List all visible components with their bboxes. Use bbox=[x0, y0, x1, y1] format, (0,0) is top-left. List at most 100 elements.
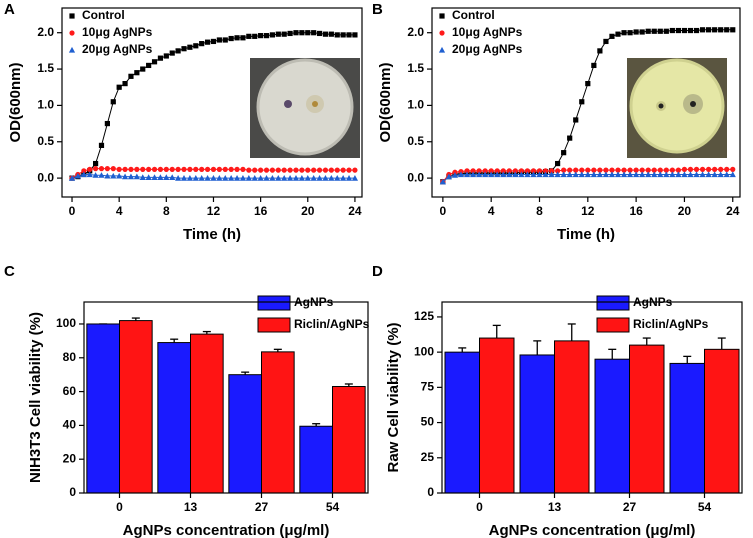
marker bbox=[705, 166, 712, 172]
marker bbox=[439, 178, 446, 185]
marker bbox=[104, 166, 110, 172]
marker bbox=[69, 13, 75, 19]
marker bbox=[705, 171, 712, 178]
marker bbox=[712, 166, 718, 172]
inset-photo-a bbox=[250, 58, 360, 158]
x-tick-label: 16 bbox=[254, 204, 268, 218]
marker bbox=[322, 175, 329, 181]
marker bbox=[524, 168, 531, 174]
marker bbox=[663, 28, 669, 34]
marker bbox=[116, 84, 122, 90]
marker bbox=[192, 175, 199, 181]
bar bbox=[704, 348, 740, 494]
marker bbox=[609, 167, 615, 173]
marker bbox=[305, 30, 311, 36]
bar bbox=[299, 425, 333, 494]
marker bbox=[328, 31, 334, 37]
marker bbox=[548, 168, 555, 174]
marker bbox=[68, 46, 76, 53]
marker bbox=[663, 167, 669, 173]
marker bbox=[157, 55, 164, 61]
marker bbox=[316, 175, 323, 181]
marker bbox=[340, 167, 346, 173]
x-tick-label: 20 bbox=[301, 204, 315, 218]
marker bbox=[439, 13, 445, 19]
marker bbox=[334, 175, 341, 181]
x-tick-label: 0 bbox=[440, 204, 447, 218]
y-tick-label: 100 bbox=[56, 316, 76, 330]
marker bbox=[293, 167, 299, 173]
marker bbox=[645, 28, 651, 34]
marker bbox=[151, 174, 158, 180]
marker bbox=[657, 28, 663, 34]
marker bbox=[482, 171, 489, 178]
y-tick-label: 100 bbox=[414, 344, 434, 358]
x-tick-label: 0 bbox=[69, 204, 76, 218]
marker bbox=[542, 171, 549, 178]
marker bbox=[287, 30, 293, 37]
marker bbox=[542, 168, 549, 174]
y-axis-title: OD(600nm) bbox=[377, 62, 394, 142]
marker bbox=[596, 171, 603, 178]
marker bbox=[322, 167, 329, 173]
marker bbox=[627, 30, 633, 36]
marker bbox=[263, 175, 270, 181]
marker bbox=[328, 175, 335, 181]
marker bbox=[163, 174, 170, 180]
marker bbox=[175, 48, 181, 54]
x-tick-label: 20 bbox=[678, 204, 692, 218]
marker bbox=[346, 167, 352, 173]
bar bbox=[119, 320, 153, 494]
marker bbox=[252, 33, 258, 39]
marker bbox=[175, 166, 181, 172]
panel-label: A bbox=[4, 1, 15, 18]
marker bbox=[439, 30, 445, 36]
y-tick-label: 1.0 bbox=[407, 98, 424, 112]
y-tick-label: 80 bbox=[63, 350, 77, 364]
marker bbox=[464, 168, 470, 174]
marker bbox=[639, 29, 645, 35]
marker bbox=[87, 166, 93, 172]
marker bbox=[281, 167, 287, 173]
marker bbox=[104, 120, 110, 127]
marker bbox=[681, 171, 688, 178]
bar bbox=[332, 386, 366, 494]
marker bbox=[602, 171, 610, 178]
marker bbox=[287, 167, 293, 173]
marker bbox=[352, 32, 358, 38]
marker bbox=[139, 174, 146, 180]
marker bbox=[687, 166, 694, 172]
marker bbox=[597, 167, 603, 173]
marker bbox=[252, 167, 258, 173]
x-tick-label: 12 bbox=[581, 204, 595, 218]
x-tick-label: 4 bbox=[116, 204, 123, 218]
legend-label: Control bbox=[82, 8, 125, 22]
marker bbox=[299, 30, 305, 36]
bar bbox=[261, 351, 295, 494]
marker bbox=[693, 27, 700, 34]
marker bbox=[584, 171, 591, 178]
marker bbox=[316, 167, 323, 173]
y-tick-label: 0.0 bbox=[407, 170, 424, 184]
inset-photo-b bbox=[627, 58, 727, 158]
marker bbox=[530, 168, 537, 174]
marker bbox=[651, 171, 658, 178]
plot-frame bbox=[83, 301, 369, 494]
marker bbox=[724, 166, 730, 172]
x-tick-label: 4 bbox=[488, 204, 495, 218]
marker bbox=[263, 167, 270, 173]
marker bbox=[151, 59, 158, 65]
marker bbox=[555, 168, 561, 174]
marker bbox=[257, 175, 264, 181]
marker bbox=[298, 175, 305, 181]
marker bbox=[476, 171, 483, 178]
marker bbox=[555, 160, 561, 167]
marker bbox=[561, 150, 567, 156]
marker bbox=[572, 171, 579, 178]
marker bbox=[228, 166, 234, 172]
marker bbox=[310, 175, 317, 181]
x-tick-label: 54 bbox=[326, 500, 340, 514]
marker bbox=[614, 171, 622, 178]
marker bbox=[157, 166, 164, 172]
y-tick-label: 2.0 bbox=[37, 25, 54, 39]
